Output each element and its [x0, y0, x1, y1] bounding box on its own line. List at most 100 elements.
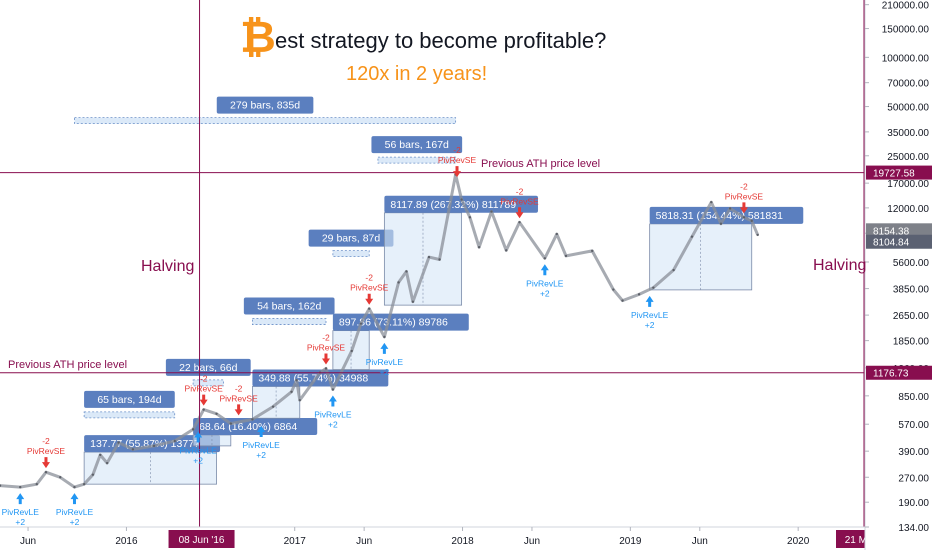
- range-measure-bar: [83, 411, 176, 419]
- price-point: [405, 270, 408, 273]
- signal-short-label: PivRevSE: [307, 342, 346, 352]
- signal-short-label: PivRevSE: [27, 446, 66, 456]
- signal-short-label: PivRevSE: [725, 191, 764, 201]
- price-point: [750, 219, 753, 223]
- price-badge: [866, 165, 932, 180]
- price-point: [590, 249, 594, 253]
- range-measure-pill: [84, 390, 175, 408]
- range-measure-bar: [192, 379, 224, 387]
- chart-subtitle: 120x in 2 years!: [346, 63, 487, 85]
- price-point: [152, 444, 156, 448]
- price-point: [710, 200, 713, 204]
- range-measure-bar: [377, 156, 457, 164]
- signals: PivRevLE+2PivRevSE-2PivRevLE+2PivRevSE-2…: [2, 145, 764, 527]
- strategy-box-label: 8117.89 (267.32%) 811789: [390, 199, 516, 211]
- range-measures: 279 bars, 835d 56 bars, 167d 29 bars, 87d 5…: [74, 96, 463, 419]
- price-series: [0, 173, 760, 489]
- y-tick-label: 270.00: [898, 473, 929, 484]
- y-tick-label: 17000.00: [887, 179, 929, 190]
- price-point: [331, 388, 335, 391]
- range-measure-label: 279 bars, 835d: [230, 100, 300, 112]
- price-badge-label: 1176.73: [873, 369, 909, 380]
- price-point: [73, 485, 76, 489]
- signal-long-count: +2: [193, 455, 203, 465]
- halving-date-badge: [168, 530, 235, 548]
- signal-long-arrow: [645, 295, 654, 307]
- signal-short-arrow: [41, 457, 50, 469]
- x-axis: Jun 2016 2017 Jun 2018 Jun 2019 Jun 2020: [0, 526, 865, 547]
- price-badge: [866, 223, 932, 238]
- halving-label-left: Halving: [141, 258, 194, 275]
- y-tick-label: 100000.00: [882, 53, 930, 64]
- y-tick-label: 850.00: [898, 392, 929, 403]
- signal-short-count: -2: [516, 186, 524, 196]
- price-point: [477, 245, 481, 249]
- ath-label-low: Previous ATH price level: [8, 359, 127, 371]
- signal-short-label: PivRevSE: [350, 283, 389, 293]
- signal-short-count: -2: [200, 374, 208, 384]
- y-tick-label: 12000.00: [887, 204, 929, 215]
- signal-short-label: PivRevSE: [438, 155, 477, 165]
- price-point: [173, 439, 176, 443]
- strategy-box-pill: [84, 435, 221, 453]
- signal-short-count: -2: [235, 383, 243, 393]
- price-point: [742, 216, 746, 219]
- signal-short-arrow: [365, 293, 374, 305]
- signal-long-label: PivRevLE: [242, 440, 280, 450]
- price-point: [0, 484, 2, 487]
- price-point: [251, 418, 254, 421]
- price-point: [131, 448, 135, 451]
- price-badge: [866, 365, 932, 380]
- signal-short-arrow: [321, 353, 330, 365]
- range-measure-bar: [332, 250, 370, 258]
- price-badge: [866, 234, 932, 249]
- signal-long-arrow: [194, 431, 203, 443]
- signal-short-count: -2: [322, 332, 330, 342]
- price-point: [368, 307, 371, 310]
- range-measure-pill: [216, 96, 314, 114]
- range-measure-label: 65 bars, 194d: [97, 394, 161, 406]
- price-point: [117, 441, 120, 444]
- signal-short-arrow: [515, 207, 524, 219]
- signal-long-arrow: [16, 493, 25, 505]
- price-point: [505, 249, 508, 252]
- price-point: [202, 408, 205, 411]
- y-tick-label: 2650.00: [893, 311, 930, 322]
- range-measure-bar: [252, 318, 327, 325]
- ath-lines: [0, 172, 865, 374]
- strategy-box-pill: [332, 313, 469, 331]
- x-tick-label: 2020: [787, 536, 810, 547]
- signal-long-arrow: [380, 342, 389, 354]
- price-point: [672, 268, 675, 272]
- y-tick-label: 35000.00: [887, 128, 929, 139]
- range-measure-pill: [243, 297, 335, 315]
- y-tick-label: 190.00: [898, 498, 929, 509]
- signal-long-count: +2: [328, 419, 338, 429]
- signal-long-label: PivRevLE: [314, 409, 352, 419]
- price-point: [637, 293, 641, 296]
- price-point: [105, 461, 109, 465]
- signal-long-count: +2: [256, 450, 266, 460]
- x-tick-label: 2016: [115, 536, 138, 547]
- halving-label-right: Halving: [813, 257, 866, 274]
- signal-long-count: +2: [645, 320, 655, 330]
- strategy-box-label: 68.64 (16.40%) 6864: [199, 421, 297, 433]
- price-point: [490, 210, 493, 213]
- range-measure-pill: [371, 136, 463, 154]
- signal-short-arrow: [199, 394, 208, 406]
- range-measure-label: 29 bars, 87d: [322, 233, 381, 245]
- y-tick-label: 150000.00: [882, 25, 930, 36]
- signal-short-count: -2: [365, 273, 373, 283]
- signal-long-label: PivRevLE: [56, 507, 94, 517]
- price-point: [460, 198, 463, 201]
- signal-short-label: PivRevSE: [219, 393, 258, 403]
- signal-long-count: +2: [70, 517, 80, 527]
- signal-long-count: +2: [380, 367, 390, 377]
- range-measure-bar: [74, 117, 457, 125]
- signal-short-arrow: [453, 166, 462, 178]
- price-point: [652, 286, 655, 289]
- price-point: [229, 422, 233, 425]
- price-point: [427, 255, 431, 259]
